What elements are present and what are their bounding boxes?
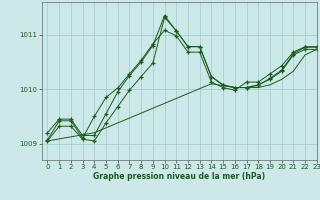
X-axis label: Graphe pression niveau de la mer (hPa): Graphe pression niveau de la mer (hPa): [93, 172, 265, 181]
